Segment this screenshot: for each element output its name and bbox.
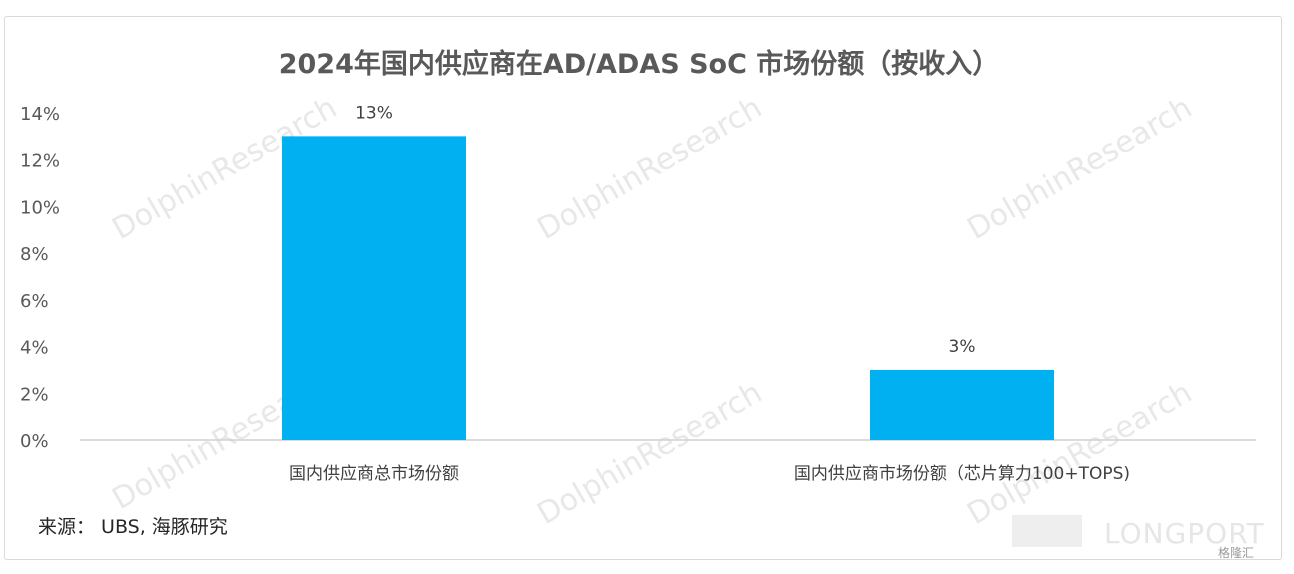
corner-mark: 格隆汇	[1218, 545, 1254, 560]
data-label: 13%	[355, 103, 393, 123]
bar	[282, 136, 466, 440]
longport-logo-mark	[1012, 515, 1082, 547]
watermark-text: DolphinResearch	[532, 375, 768, 532]
watermark-text: DolphinResearch	[532, 90, 768, 247]
label-layer: 13% 国内供应商总市场份额 3% 国内供应商市场份额（芯片算力100+TOPS)	[289, 103, 1130, 484]
y-tick-label: 2%	[20, 384, 49, 405]
watermark-text: DolphinResearch	[962, 90, 1198, 247]
chart-title: 2024年国内供应商在AD/ADAS SoC 市场份额（按收入）	[278, 49, 1000, 80]
y-tick-label: 12%	[20, 151, 60, 172]
bar-layer	[282, 136, 1054, 440]
source-note: 来源： UBS, 海豚研究	[38, 516, 228, 538]
data-label: 3%	[949, 337, 976, 357]
category-label: 国内供应商总市场份额	[289, 464, 459, 484]
category-label: 国内供应商市场份额（芯片算力100+TOPS)	[794, 464, 1130, 484]
longport-logo: LONGPORT	[1012, 515, 1265, 550]
bar	[870, 369, 1054, 440]
y-tick-label: 10%	[20, 197, 60, 218]
y-tick-label: 4%	[20, 338, 49, 359]
y-tick-label: 6%	[20, 291, 49, 312]
chart-frame	[4, 16, 1282, 560]
y-tick-label: 0%	[20, 431, 49, 452]
y-tick-label: 8%	[20, 244, 49, 265]
y-tick-label: 14%	[20, 104, 60, 125]
axis-layer: 0% 2% 4% 6% 8% 10% 12% 14%	[20, 104, 1256, 452]
longport-logo-text: LONGPORT	[1104, 517, 1265, 550]
